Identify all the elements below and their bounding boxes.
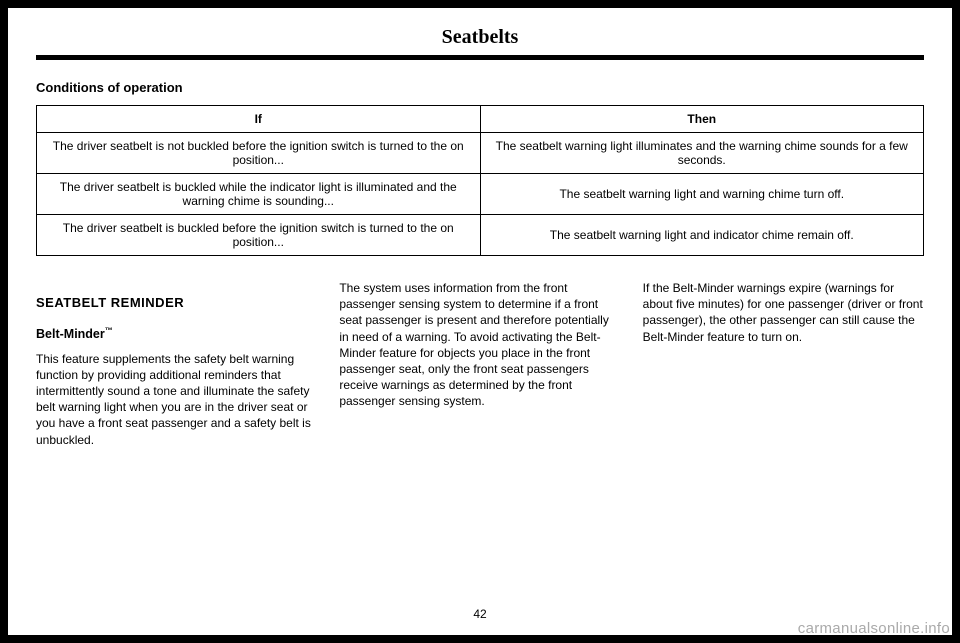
table-row: The driver seatbelt is not buckled befor… (37, 133, 924, 174)
body-paragraph: This feature supplements the safety belt… (36, 351, 317, 448)
table-cell: The driver seatbelt is buckled while the… (37, 174, 481, 215)
body-paragraph: If the Belt-Minder warnings expire (warn… (643, 280, 924, 345)
column-1: SEATBELT REMINDER Belt-Minder™ This feat… (36, 280, 317, 448)
section-heading: Conditions of operation (36, 80, 924, 95)
trademark-symbol: ™ (105, 326, 113, 335)
table-cell: The seatbelt warning light and warning c… (480, 174, 924, 215)
belt-minder-label: Belt-Minder (36, 327, 105, 341)
header-rule (36, 55, 924, 60)
body-columns: SEATBELT REMINDER Belt-Minder™ This feat… (36, 280, 924, 448)
table-row: The driver seatbelt is buckled while the… (37, 174, 924, 215)
belt-minder-heading: Belt-Minder™ (36, 326, 317, 343)
page-number: 42 (8, 607, 952, 621)
table-cell: The driver seatbelt is buckled before th… (37, 215, 481, 256)
table-cell: The seatbelt warning light illuminates a… (480, 133, 924, 174)
table-header-if: If (37, 106, 481, 133)
seatbelt-reminder-heading: SEATBELT REMINDER (36, 294, 317, 312)
page-title: Seatbelts (36, 26, 924, 49)
conditions-table: If Then The driver seatbelt is not buckl… (36, 105, 924, 256)
body-paragraph: The system uses information from the fro… (339, 280, 620, 410)
table-header-then: Then (480, 106, 924, 133)
column-3: If the Belt-Minder warnings expire (warn… (643, 280, 924, 448)
column-2: The system uses information from the fro… (339, 280, 620, 448)
table-cell: The seatbelt warning light and indicator… (480, 215, 924, 256)
watermark: carmanualsonline.info (798, 620, 950, 637)
table-cell: The driver seatbelt is not buckled befor… (37, 133, 481, 174)
page-tab-marker (0, 609, 6, 637)
page-content: Seatbelts Conditions of operation If The… (8, 8, 952, 635)
table-header-row: If Then (37, 106, 924, 133)
table-row: The driver seatbelt is buckled before th… (37, 215, 924, 256)
